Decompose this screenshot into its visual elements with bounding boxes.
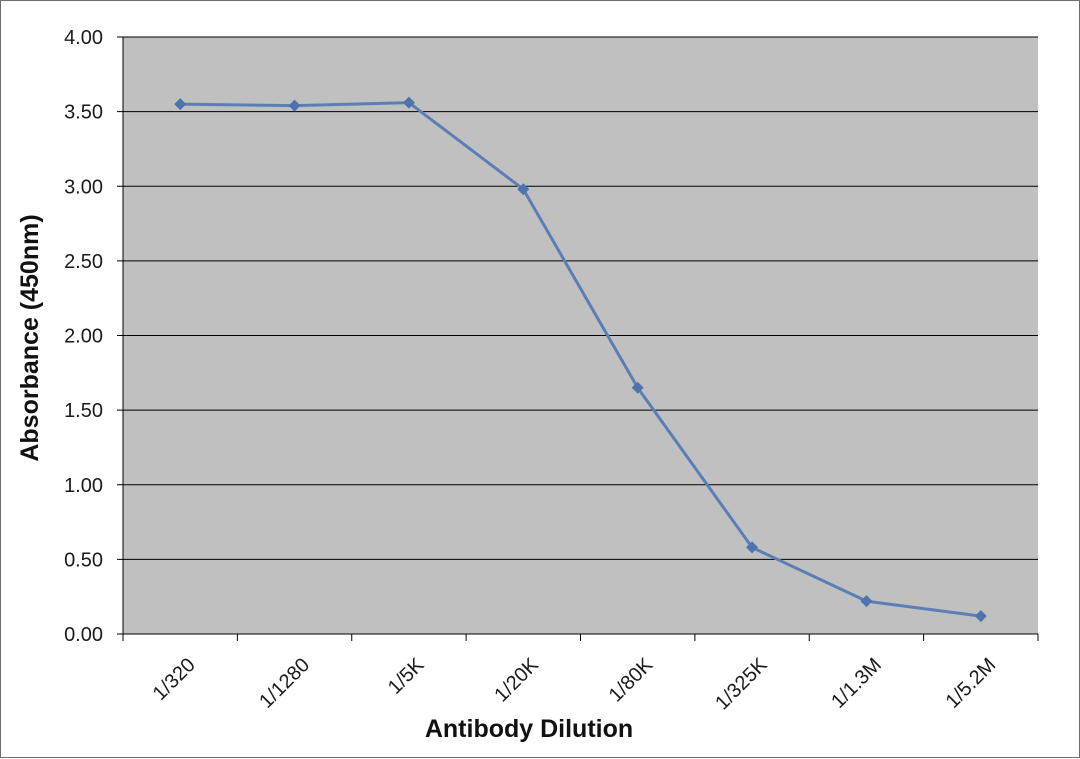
x-tick-label: 1/1.3M bbox=[827, 654, 886, 713]
gridlines bbox=[123, 36, 1038, 560]
y-tick-label: 2.50 bbox=[64, 251, 103, 273]
y-tick-label: 0.00 bbox=[64, 624, 103, 646]
x-tick-label: 1/325K bbox=[711, 654, 772, 715]
y-tick-label: 0.50 bbox=[64, 549, 103, 571]
y-tick-label: 3.50 bbox=[64, 102, 103, 124]
y-axis-tick-labels: 0.00 0.50 1.00 1.50 2.00 2.50 3.00 3.50 4.00 bbox=[64, 27, 103, 646]
data-point-marker bbox=[974, 610, 987, 623]
y-tick-label: 3.00 bbox=[64, 176, 103, 198]
x-axis-tick-labels: 1/320 1/1280 1/5K 1/20K 1/80K 1/325K 1/1.3M 1/5… bbox=[149, 654, 1001, 715]
y-tick-label: 1.00 bbox=[64, 475, 103, 497]
series-layer bbox=[174, 96, 987, 623]
x-tick-label: 1/1280 bbox=[255, 654, 314, 713]
data-point-marker bbox=[288, 99, 301, 112]
x-tick-label: 1/5.2M bbox=[942, 654, 1001, 713]
y-tick-label: 1.50 bbox=[64, 400, 103, 422]
data-point-marker bbox=[402, 96, 415, 109]
x-tick-label: 1/320 bbox=[149, 654, 200, 705]
series-line bbox=[180, 101, 982, 618]
data-point-marker bbox=[517, 183, 530, 196]
data-point-marker bbox=[746, 541, 759, 554]
y-tick-label: 2.00 bbox=[64, 326, 103, 348]
x-tick-label: 1/20K bbox=[490, 654, 543, 707]
y-axis-title: Absorbance (450nm) bbox=[16, 214, 44, 461]
data-point-marker bbox=[174, 98, 187, 111]
x-tick-label: 1/5K bbox=[384, 654, 429, 699]
data-point-marker bbox=[860, 595, 873, 608]
y-tick-label: 4.00 bbox=[64, 27, 103, 49]
x-tick-label: 1/80K bbox=[605, 654, 658, 707]
x-axis-title: Antibody Dilution bbox=[425, 715, 633, 743]
axes bbox=[117, 36, 1039, 641]
data-point-marker bbox=[631, 381, 644, 394]
